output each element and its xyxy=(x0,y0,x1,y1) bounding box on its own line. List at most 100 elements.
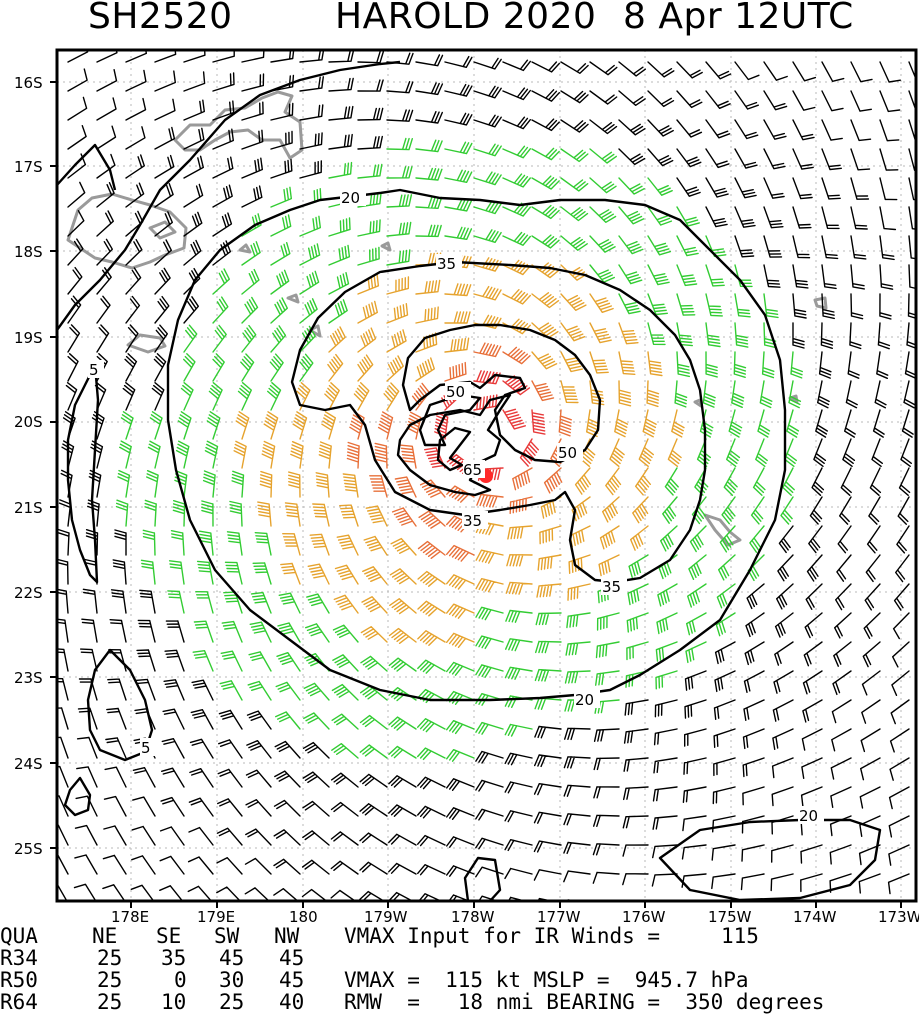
wind-barb xyxy=(241,241,261,266)
wind-barb xyxy=(388,627,417,644)
wind-barb xyxy=(417,718,446,733)
wind-barb xyxy=(907,293,916,320)
wind-barb xyxy=(593,814,620,827)
island-viti-levu xyxy=(66,192,188,270)
wind-barb xyxy=(475,635,504,650)
wind-barb xyxy=(270,269,290,295)
wind-barb xyxy=(656,612,678,635)
wind-barb xyxy=(67,266,83,295)
wind-barb xyxy=(278,592,301,614)
wind-barb xyxy=(790,351,803,379)
wind-barb xyxy=(299,160,322,179)
wind-barb xyxy=(109,619,127,643)
wind-barb xyxy=(475,549,504,564)
wind-barb xyxy=(821,293,835,320)
wind-barb xyxy=(502,259,531,276)
contour-label-50: 50 xyxy=(558,444,577,462)
wind-barb xyxy=(792,119,815,141)
wind-barb xyxy=(647,148,674,167)
wind-barb xyxy=(877,322,891,350)
wind-barb xyxy=(473,57,502,70)
wind-barb xyxy=(502,346,531,365)
wind-barb xyxy=(903,380,916,409)
wind-barb xyxy=(564,670,591,684)
wind-barb xyxy=(274,770,301,788)
wind-barb xyxy=(357,219,381,237)
wind-barb xyxy=(96,182,115,208)
wind-barb xyxy=(589,61,618,76)
wind-barb xyxy=(713,728,736,748)
r50-label: R50 xyxy=(0,968,38,992)
stats-header-ne: NE xyxy=(92,924,118,948)
wind-barb xyxy=(647,322,666,346)
wind-barb xyxy=(417,659,446,674)
wind-barb xyxy=(892,612,910,640)
wind-barb xyxy=(270,130,293,150)
wind-barb xyxy=(475,779,504,792)
r34-sw: 45 xyxy=(219,946,245,970)
wind-barb xyxy=(531,380,555,402)
wind-barb xyxy=(821,119,843,141)
stats-header-qua: QUA xyxy=(0,924,38,948)
wind-barb xyxy=(424,447,446,469)
wind-barb xyxy=(647,177,673,196)
wind-barb xyxy=(618,351,636,375)
wind-barb xyxy=(504,810,533,823)
wind-barb xyxy=(623,786,649,801)
wind-barbs xyxy=(57,50,916,901)
wind-barb xyxy=(664,467,679,496)
wind-barb xyxy=(415,357,435,382)
wind-barb xyxy=(328,105,354,121)
lat-label: 25S xyxy=(14,840,43,858)
wind-barb xyxy=(386,276,410,295)
wind-barb xyxy=(154,70,176,92)
wind-barb xyxy=(815,409,828,438)
wind-barb xyxy=(122,382,136,411)
r50-sw: 30 xyxy=(219,968,245,992)
wind-barb xyxy=(602,496,620,523)
contour-50-inner xyxy=(418,393,482,447)
wind-barb xyxy=(844,409,856,438)
wind-barb xyxy=(415,167,443,181)
wind-barb xyxy=(792,235,811,259)
wind-barb xyxy=(792,264,809,289)
wind-barb xyxy=(780,496,794,525)
wind-barb xyxy=(280,562,301,585)
wind-barb xyxy=(360,655,388,672)
wind-barb xyxy=(850,235,867,260)
wind-barb xyxy=(763,322,777,349)
wind-barb xyxy=(216,857,243,875)
wind-barb xyxy=(596,900,605,901)
wind-barb xyxy=(302,830,330,846)
wind-barb xyxy=(771,815,794,835)
wind-barb xyxy=(299,353,314,382)
wind-barb xyxy=(618,264,643,285)
wind-barb xyxy=(622,844,649,857)
wind-barb xyxy=(96,238,113,266)
wind-barb xyxy=(734,90,759,110)
wind-barb xyxy=(208,382,223,411)
wind-barb xyxy=(618,206,645,225)
wind-barb xyxy=(652,786,678,802)
wind-barb xyxy=(270,158,293,179)
wind-barb xyxy=(415,54,444,67)
wind-barb xyxy=(417,805,446,819)
wind-barb xyxy=(212,100,235,121)
wind-barb xyxy=(892,641,910,668)
contour-65-inner xyxy=(436,426,472,472)
wind-barb xyxy=(864,583,881,611)
wind-barb xyxy=(163,679,185,701)
wind-barb xyxy=(888,815,910,838)
wind-barb xyxy=(196,560,214,585)
wind-barb xyxy=(417,776,446,790)
wind-barb xyxy=(357,300,378,324)
wind-barb xyxy=(168,560,185,585)
wind-barb xyxy=(567,583,591,601)
wind-barb xyxy=(103,795,127,817)
wind-barb xyxy=(651,873,678,887)
wind-barb xyxy=(676,119,703,138)
wind-barb xyxy=(299,298,318,324)
wind-barb xyxy=(212,296,229,324)
wind-barb xyxy=(330,831,359,846)
wind-barb xyxy=(388,804,417,817)
